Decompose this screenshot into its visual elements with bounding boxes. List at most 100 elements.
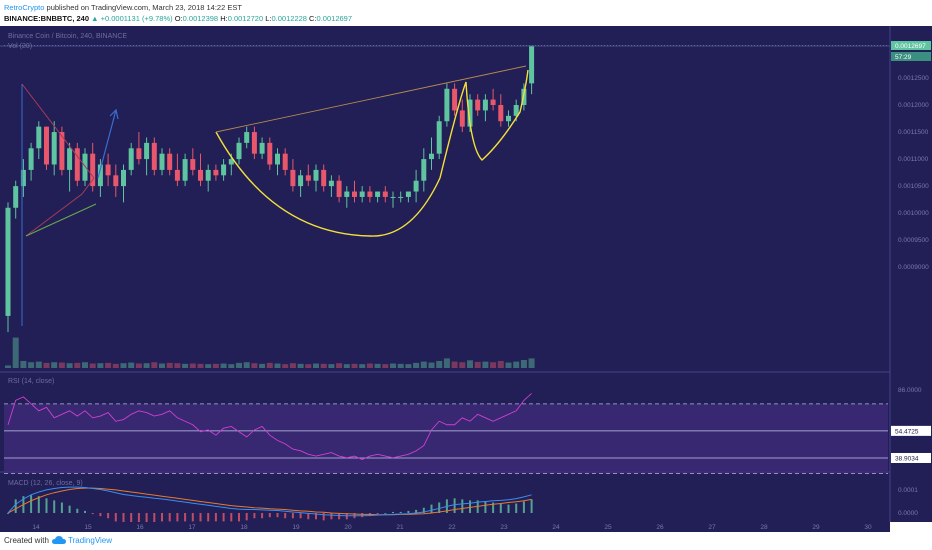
volume-bar xyxy=(266,362,273,368)
last-price-label: 0.0012697 xyxy=(895,43,926,50)
open-value: 0.0012398 xyxy=(182,14,219,23)
macd-histogram-bar xyxy=(245,513,248,521)
macd-histogram-bar xyxy=(99,513,102,517)
volume-indicator-label: Vol (20) xyxy=(8,43,32,50)
symbol-label: BINANCE:BNBBTC, 240 xyxy=(4,14,90,23)
candle xyxy=(90,153,96,187)
flag-support-line xyxy=(25,203,97,237)
volume-bar xyxy=(467,360,473,368)
macd-histogram-bar xyxy=(469,500,471,513)
x-tick-label: 19 xyxy=(292,524,300,531)
volume-bar xyxy=(497,360,504,368)
candle xyxy=(97,164,103,187)
volume-bar xyxy=(151,362,158,368)
volume-bar xyxy=(451,361,458,368)
y-tick-label: 0.0012000 xyxy=(898,102,929,109)
volume-bar xyxy=(359,364,366,368)
macd-histogram-bar xyxy=(107,513,110,519)
volume-bar xyxy=(520,360,527,368)
x-tick-label: 25 xyxy=(604,524,612,531)
macd-histogram-bar xyxy=(114,513,117,522)
candle xyxy=(59,132,65,170)
time-axis-bg xyxy=(0,522,890,532)
axes: 0.0012500 0.0012000 0.0011500 0.0011000 0.00… xyxy=(0,26,932,532)
x-tick-label: 16 xyxy=(136,524,144,531)
volume-bar xyxy=(382,364,389,368)
chart-canvas[interactable]: 0.0012500 0.0012000 0.0011500 0.0011000 0.00… xyxy=(0,26,932,532)
candle xyxy=(36,126,42,149)
volume-bar xyxy=(182,363,189,368)
volume-bar xyxy=(20,360,27,368)
author-link[interactable]: RetroCrypto xyxy=(4,3,45,12)
candle xyxy=(313,169,319,181)
candle xyxy=(105,164,111,176)
macd-histogram-bar xyxy=(522,501,525,513)
tradingview-brand-link[interactable]: TradingView xyxy=(68,536,113,545)
macd-histogram-bar xyxy=(291,513,294,519)
volume-bar xyxy=(236,362,242,368)
macd-histogram-bar xyxy=(299,513,302,519)
volume-bar xyxy=(189,363,196,368)
candle xyxy=(436,121,442,154)
volume-bar xyxy=(482,361,489,368)
macd-histogram-bar xyxy=(168,513,171,522)
volume-bar xyxy=(112,363,119,368)
macd-histogram-bar xyxy=(392,511,394,513)
candle xyxy=(151,142,157,170)
candle xyxy=(251,132,257,154)
price-pane[interactable] xyxy=(0,45,890,473)
candle xyxy=(20,169,26,187)
volume-bar xyxy=(336,363,343,368)
rsi-level-badge xyxy=(891,425,931,436)
x-tick-label: 23 xyxy=(500,524,508,531)
candle xyxy=(259,142,265,154)
high-label: H: xyxy=(220,14,228,23)
macd-histogram-bar xyxy=(276,513,279,518)
macd-histogram-bar xyxy=(137,513,140,524)
macd-histogram-bar xyxy=(399,511,402,513)
open-label: O: xyxy=(174,14,183,23)
x-tick-label: 29 xyxy=(812,524,820,531)
volume-bar xyxy=(289,363,296,368)
rsi-pane[interactable] xyxy=(4,393,888,474)
x-tick-label: 27 xyxy=(708,524,716,531)
candle xyxy=(174,169,180,181)
macd-histogram-bar xyxy=(7,513,9,514)
macd-title: MACD (12, 26, close, 9) xyxy=(8,480,83,487)
volume-bar xyxy=(513,361,520,368)
macd-histogram-bar xyxy=(222,513,225,522)
volume-bar xyxy=(274,363,281,368)
macd-histogram-bar xyxy=(461,499,464,513)
macd-histogram-bar xyxy=(145,513,148,523)
macd-y-tick: 0.0001 xyxy=(898,487,918,494)
candle xyxy=(390,196,396,198)
macd-signal-line xyxy=(7,487,532,516)
candle xyxy=(51,132,57,165)
volume-bar xyxy=(135,363,142,368)
macd-histogram-bar xyxy=(176,513,179,522)
volume-bar xyxy=(320,363,327,368)
macd-y-tick: 0.0000 xyxy=(898,510,918,517)
chart-title: Binance Coin / Bitcoin, 240, BINANCE xyxy=(8,33,127,40)
macd-histogram-bar xyxy=(415,509,418,513)
volume-bar xyxy=(428,362,435,368)
candle xyxy=(236,142,242,160)
volume-bar xyxy=(105,362,112,368)
macd-histogram-bar xyxy=(207,513,210,522)
tradingview-cloud-icon xyxy=(52,536,66,544)
candle xyxy=(405,191,411,197)
candle xyxy=(328,180,334,187)
volume-bar xyxy=(143,363,150,368)
low-label: L: xyxy=(265,14,272,23)
macd-histogram-bar xyxy=(284,513,287,519)
change-label: ▲ +0.0001131 (+9.78%) xyxy=(91,14,173,23)
volume-bar xyxy=(35,361,42,368)
macd-line xyxy=(7,486,532,517)
candle xyxy=(298,175,304,187)
volume-bar xyxy=(297,363,304,368)
macd-histogram-bar xyxy=(191,513,194,522)
macd-pane[interactable] xyxy=(7,486,533,524)
volume-bar xyxy=(205,364,212,368)
macd-histogram-bar xyxy=(53,500,56,513)
volume-bar xyxy=(397,363,404,368)
